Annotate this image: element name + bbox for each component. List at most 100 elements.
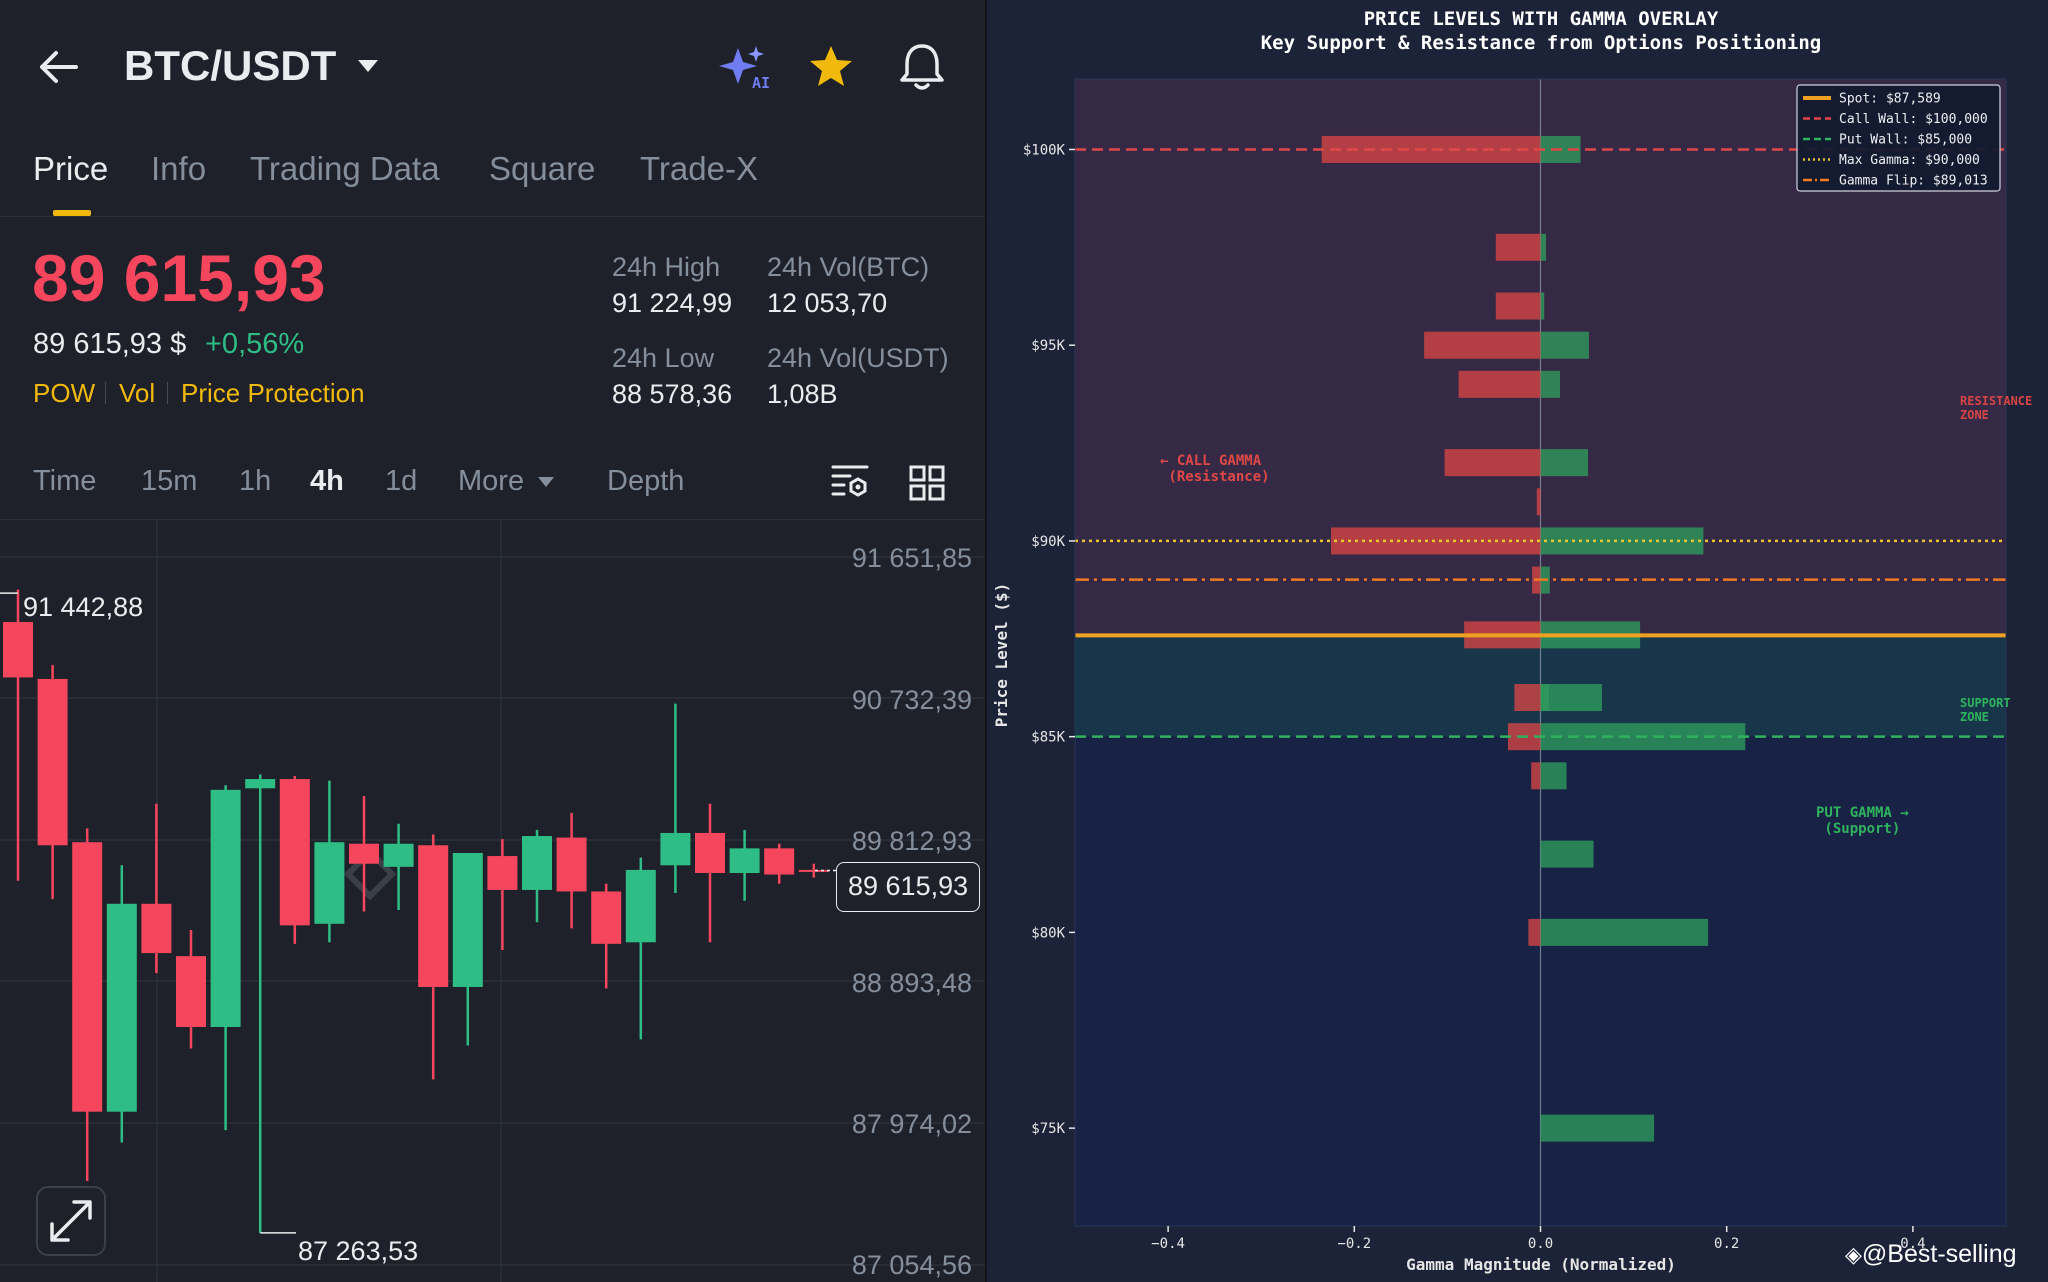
active-tab-indicator (53, 210, 91, 216)
x-tick-label: 0.0 (1528, 1236, 1553, 1252)
stat-volusdt-value: 1,08B (767, 379, 838, 409)
gamma-bar (1514, 684, 1541, 712)
legend-entry: Put Wall: $85,000 (1839, 133, 1972, 148)
expand-icon (50, 1200, 92, 1242)
gamma-bar (1531, 762, 1541, 790)
tag-price-protection[interactable]: Price Protection (181, 378, 365, 408)
gamma-bar (1495, 233, 1541, 261)
low-price-marker: 87 263,53 (298, 1236, 419, 1266)
candle-body (245, 779, 276, 789)
gamma-bar (1444, 449, 1541, 477)
chart-top-divider (0, 519, 985, 520)
candle-body (72, 842, 103, 1112)
candle-body (141, 903, 172, 954)
gamma-chart-panel: PRICE LEVELS WITH GAMMA OVERLAY Key Supp… (987, 0, 2048, 1282)
candle-body (660, 832, 691, 866)
tag-separator (105, 382, 106, 404)
timeframe-1d[interactable]: 1d (385, 465, 418, 497)
x-tick-label: −0.2 (1337, 1236, 1371, 1252)
candle-body (764, 848, 795, 875)
tab-trade-x[interactable]: Trade-X (640, 150, 758, 187)
timeframe-15m[interactable]: 15m (141, 465, 198, 497)
timeframe-4h[interactable]: 4h (310, 465, 344, 497)
watermark-logo-icon: ◈ (1845, 1242, 1862, 1267)
candle-body (452, 852, 483, 987)
tab-trading-data[interactable]: Trading Data (250, 150, 440, 187)
back-arrow-icon[interactable] (36, 45, 80, 89)
tag-separator (167, 382, 168, 404)
watermark: ◈@Best-selling (1845, 1240, 2017, 1269)
x-tick-label: −0.4 (1151, 1236, 1185, 1252)
stat-low-value: 88 578,36 (612, 379, 733, 409)
gamma-bar (1540, 233, 1547, 261)
tabs-divider (0, 216, 985, 217)
y-tick-label: $75K (1031, 1121, 1065, 1137)
bell-icon[interactable] (898, 42, 946, 92)
legend-entry: Gamma Flip: $89,013 (1839, 174, 1988, 189)
indicator-settings-icon[interactable] (830, 462, 870, 502)
timeframe-time[interactable]: Time (33, 465, 97, 497)
ai-sparkle-icon[interactable]: AI (718, 44, 770, 92)
candle-body (210, 789, 241, 1027)
panel-divider (985, 0, 987, 1282)
watermark-text: @Best-selling (1861, 1240, 2017, 1268)
high-price-marker: 91 442,88 (23, 592, 144, 622)
price-axis-label: 88 893,48 (851, 968, 972, 998)
y-tick-label: $100K (1023, 142, 1066, 158)
candle-body (522, 836, 552, 890)
gamma-bar (1540, 370, 1561, 398)
gamma-bar (1540, 762, 1567, 790)
price-usd: 89 615,93 $ (33, 328, 187, 360)
tag-vol[interactable]: Vol (119, 378, 156, 408)
stat-volusdt-label: 24h Vol(USDT) (767, 343, 949, 373)
layout-grid-icon[interactable] (908, 464, 946, 502)
gamma-overlay-chart: PRICE LEVELS WITH GAMMA OVERLAY Key Supp… (992, 8, 2032, 1274)
x-tick-label: 0.4 (1900, 1236, 1925, 1252)
more-dropdown-icon[interactable] (537, 476, 555, 488)
candle-body (591, 891, 622, 944)
pair-title[interactable]: BTC/USDT (124, 42, 337, 89)
candle-body (349, 843, 379, 864)
stat-low-label: 24h Low (612, 343, 715, 373)
tab-info[interactable]: Info (151, 150, 207, 187)
y-tick-label: $85K (1031, 730, 1065, 746)
tag-pow[interactable]: POW (33, 378, 96, 408)
current-price-tag: 89 615,93 (836, 862, 981, 912)
candle-body (556, 837, 587, 892)
y-tick-label: $80K (1031, 925, 1065, 941)
price-axis-label: 90 732,39 (851, 685, 972, 715)
svg-text:AI: AI (752, 74, 770, 92)
gamma-bar (1495, 292, 1541, 320)
price-axis-label: 87 054,56 (851, 1250, 972, 1280)
stat-volbtc-value: 12 053,70 (767, 288, 888, 318)
star-icon[interactable] (808, 44, 854, 88)
candle-body (418, 845, 449, 987)
candle-body (729, 848, 760, 873)
last-price: 89 615,93 (32, 241, 326, 315)
candlestick-chart[interactable] (0, 520, 985, 1282)
x-axis-title: Gamma Magnitude (Normalized) (1406, 1255, 1676, 1274)
tab-square[interactable]: Square (489, 150, 596, 187)
candle-body (625, 869, 656, 943)
price-axis-label: 87 974,02 (851, 1109, 972, 1139)
x-tick-label: 0.2 (1714, 1236, 1739, 1252)
candle-body (383, 843, 414, 867)
timeframe-1h[interactable]: 1h (239, 465, 272, 497)
stat-volbtc-label: 24h Vol(BTC) (767, 252, 930, 282)
candle-body (695, 832, 725, 873)
gamma-bar (1540, 292, 1545, 320)
timeframe-more[interactable]: More (458, 465, 525, 497)
legend-box (1796, 84, 2001, 192)
pair-dropdown-icon[interactable] (356, 58, 380, 74)
fullscreen-button[interactable] (36, 1186, 106, 1256)
gamma-bar (1528, 918, 1541, 946)
chart-subtitle: Key Support & Resistance from Options Po… (1261, 32, 1822, 54)
gamma-bar (1331, 527, 1541, 555)
stat-high-value: 91 224,99 (612, 288, 733, 318)
put-gamma-annotation: PUT GAMMA → (Support) (1816, 805, 1909, 837)
chart-title: PRICE LEVELS WITH GAMMA OVERLAY (1364, 8, 1719, 30)
tab-price[interactable]: Price (33, 150, 109, 187)
gamma-bar (1424, 331, 1541, 359)
candle-body (279, 779, 310, 926)
depth-tab[interactable]: Depth (607, 465, 685, 497)
